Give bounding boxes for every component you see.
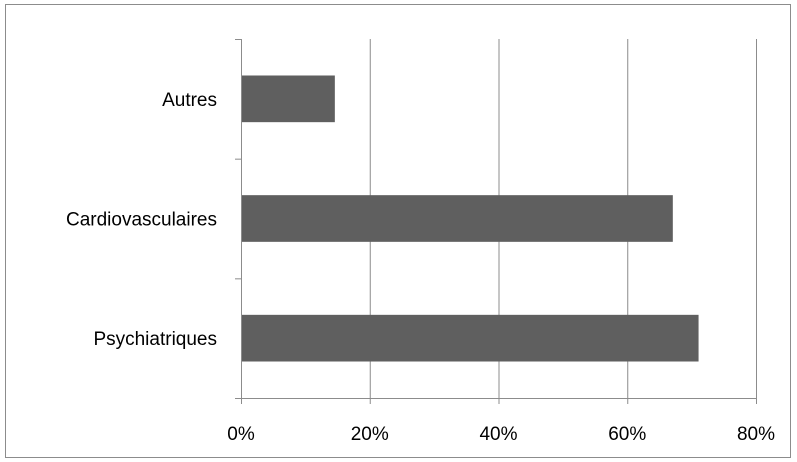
x-tick-label: 60% [608, 424, 646, 445]
category-label: Psychiatriques [93, 329, 217, 350]
bar-psychiatriques [241, 314, 699, 362]
x-tick-labels: 0% 20% 40% 60% 80% [227, 424, 775, 445]
x-tick-label: 0% [227, 424, 255, 445]
x-tick-label: 20% [351, 424, 389, 445]
bar-cardiovasculaires [241, 195, 673, 242]
category-label: Cardiovasculaires [66, 210, 217, 231]
category-labels: Psychiatriques Cardiovasculaires Autres [66, 90, 217, 350]
x-tick-label: 80% [737, 424, 775, 445]
bar-autres [241, 75, 335, 123]
x-tick-label: 40% [479, 424, 517, 445]
category-label: Autres [162, 90, 217, 111]
bars [241, 75, 699, 362]
axes [235, 39, 757, 404]
